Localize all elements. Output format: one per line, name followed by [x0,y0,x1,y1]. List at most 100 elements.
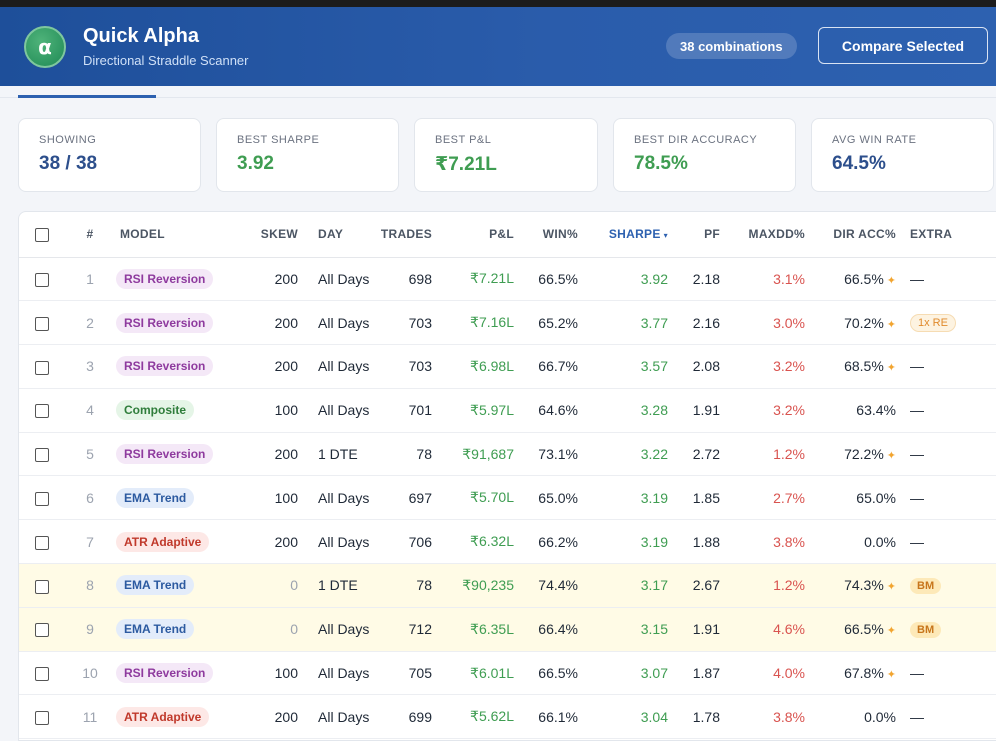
select-cell [19,563,64,608]
model-cell: EMA Trend [116,607,246,652]
extra-none: — [910,708,924,725]
row-checkbox[interactable] [34,667,49,682]
row-checkbox[interactable] [34,316,49,331]
pnl-cell: ₹7.16L [432,300,514,346]
stat-value: ₹7.21L [435,154,497,175]
win-cell: 66.5% [514,651,578,696]
results-table-container: # MODEL SKEW DAY TRADES P&L WIN% SHARPE ▾… [18,211,996,741]
star-icon: ✦ [886,625,896,638]
active-tab-indicator[interactable] [18,95,156,98]
diracc-value: 66.5% [844,621,884,638]
maxdd-cell: 3.8% [720,694,805,740]
extra-none: — [910,533,924,550]
select-cell [19,694,64,740]
col-header-day[interactable]: DAY [298,212,374,258]
stat-label: BEST P&L [435,134,492,146]
extra-none: — [910,665,924,682]
diracc-cell: 66.5% ✦ [805,607,896,652]
col-header-model[interactable]: MODEL [116,212,246,258]
table-row[interactable]: 11 ATR Adaptive 200 All Days 699 ₹5.62L … [19,694,996,740]
table-row[interactable]: 8 EMA Trend 0 1 DTE 78 ₹90,235 74.4% 3.1… [19,563,996,608]
row-checkbox[interactable] [34,448,49,463]
row-checkbox[interactable] [34,404,49,419]
table-row[interactable]: 2 RSI Reversion 200 All Days 703 ₹7.16L … [19,300,996,346]
row-checkbox[interactable] [34,273,49,288]
col-header-maxdd[interactable]: MAXDD% [720,212,805,258]
trades-cell: 698 [374,257,432,302]
col-header-sharpe-label: SHARPE [608,227,661,242]
table-row[interactable]: 1 RSI Reversion 200 All Days 698 ₹7.21L … [19,257,996,302]
col-header-trades[interactable]: TRADES [374,212,432,258]
diracc-value: 66.5% [844,270,884,287]
diracc-value: 0.0% [864,533,896,550]
table-row[interactable]: 10 RSI Reversion 100 All Days 705 ₹6.01L… [19,651,996,696]
trades-cell: 705 [374,651,432,696]
table-row[interactable]: 7 ATR Adaptive 200 All Days 706 ₹6.32L 6… [19,519,996,565]
diracc-cell: 65.0% [805,475,896,521]
table-row[interactable]: 5 RSI Reversion 200 1 DTE 78 ₹91,687 73.… [19,432,996,477]
extra-cell: — [896,519,996,565]
day-value: All Days [318,489,370,506]
col-header-day-label: DAY [318,227,344,242]
pf-cell: 2.67 [668,563,720,608]
trades-cell: 703 [374,300,432,346]
col-header-extra[interactable]: EXTRA [896,212,996,258]
star-icon: ✦ [886,450,896,463]
pnl-cell: ₹6.01L [432,651,514,696]
row-checkbox[interactable] [34,623,49,638]
table-row[interactable]: 6 EMA Trend 100 All Days 697 ₹5.70L 65.0… [19,475,996,521]
row-checkbox[interactable] [34,535,49,550]
col-header-skew[interactable]: SKEW [246,212,298,258]
alpha-logo-icon: α [24,26,66,68]
row-number: 3 [64,344,116,389]
stat-value: 3.92 [237,153,274,174]
select-cell [19,388,64,433]
day-cell: All Days [298,607,374,652]
compare-selected-button[interactable]: Compare Selected [818,27,988,64]
table-row[interactable]: 4 Composite 100 All Days 701 ₹5.97L 64.6… [19,388,996,433]
day-value: All Days [318,621,370,638]
col-header-pnl[interactable]: P&L [432,212,514,258]
row-checkbox[interactable] [34,711,49,726]
col-header-sharpe[interactable]: SHARPE ▾ [578,212,668,258]
col-header-extra-label: EXTRA [910,227,953,242]
win-cell: 66.7% [514,344,578,389]
stat-card-best-sharpe: BEST SHARPE 3.92 [216,118,399,192]
row-checkbox[interactable] [34,492,49,507]
model-cell: EMA Trend [116,563,246,608]
model-pill: Composite [116,400,195,421]
sharpe-cell: 3.07 [578,651,668,696]
day-cell: 1 DTE [298,432,374,477]
model-pill: RSI Reversion [116,312,214,333]
table-row[interactable]: 9 EMA Trend 0 All Days 712 ₹6.35L 66.4% … [19,607,996,652]
pf-cell: 2.16 [668,300,720,346]
diracc-value: 67.8% [844,665,884,682]
diracc-cell: 66.5% ✦ [805,257,896,302]
extra-cell: — [896,388,996,433]
col-header-diracc[interactable]: DIR ACC% [805,212,896,258]
stat-card-best-dir-accuracy: BEST DIR ACCURACY 78.5% [613,118,796,192]
select-all-checkbox[interactable] [34,227,49,242]
win-cell: 65.2% [514,300,578,346]
col-header-pf[interactable]: PF [668,212,720,258]
extra-cell: BM [896,563,996,608]
pf-cell: 1.91 [668,388,720,433]
row-checkbox[interactable] [34,360,49,375]
extra-cell: — [896,432,996,477]
diracc-cell: 67.8% ✦ [805,651,896,696]
col-header-num[interactable]: # [64,212,116,258]
sharpe-cell: 3.15 [578,607,668,652]
sharpe-cell: 3.17 [578,563,668,608]
col-header-model-label: MODEL [120,227,165,242]
day-cell: All Days [298,651,374,696]
stat-label: BEST DIR ACCURACY [634,134,758,146]
pnl-cell: ₹6.32L [432,519,514,565]
row-checkbox[interactable] [34,579,49,594]
table-row[interactable]: 3 RSI Reversion 200 All Days 703 ₹6.98L … [19,344,996,389]
star-icon: ✦ [886,581,896,594]
sharpe-cell: 3.04 [578,694,668,740]
skew-cell: 100 [246,388,298,433]
sharpe-cell: 3.19 [578,519,668,565]
model-cell: RSI Reversion [116,432,246,477]
col-header-win[interactable]: WIN% [514,212,578,258]
